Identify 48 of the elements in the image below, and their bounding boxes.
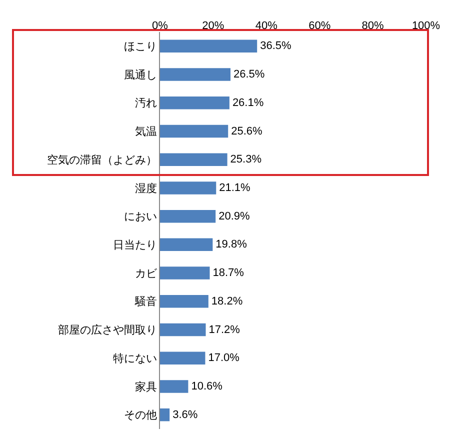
- bar: [160, 295, 208, 308]
- bar: [160, 96, 230, 110]
- y-tick-label: カビ: [134, 266, 158, 280]
- y-tick-label: ほこり: [124, 40, 157, 54]
- bar: [160, 153, 228, 166]
- bar: [160, 408, 170, 422]
- y-tick-label: におい: [124, 210, 157, 224]
- data-label: 20.9%: [218, 210, 250, 222]
- y-tick-label: 風通し: [124, 68, 157, 82]
- bar: [160, 323, 206, 336]
- x-tick-label: 80%: [362, 20, 384, 32]
- data-label: 26.5%: [233, 68, 265, 81]
- data-label: 18.7%: [212, 267, 244, 280]
- x-tick-label: 20%: [202, 20, 224, 32]
- bar: [160, 266, 210, 280]
- data-label: 17.0%: [208, 352, 240, 364]
- x-tick-label: 40%: [255, 20, 278, 32]
- data-label: 36.5%: [260, 40, 292, 52]
- data-label: 19.8%: [216, 238, 248, 251]
- y-tick-label: 騒音: [134, 295, 157, 308]
- y-tick-label: 空気の滞留（よどみ）: [46, 153, 157, 166]
- y-tick-label: 汚れ: [134, 96, 157, 110]
- data-label: 26.1%: [232, 96, 264, 109]
- y-tick-label: 気温: [134, 125, 157, 138]
- bar: [160, 352, 206, 364]
- data-label: 3.6%: [172, 408, 198, 421]
- y-tick-label: その他: [124, 408, 157, 422]
- bar: [160, 182, 216, 194]
- bar: [160, 380, 188, 393]
- data-label: 25.6%: [231, 125, 263, 138]
- bar: [160, 40, 258, 53]
- x-tick-label: 60%: [308, 20, 331, 32]
- bar: [160, 238, 213, 252]
- data-label: 18.2%: [211, 295, 243, 308]
- data-label: 25.3%: [230, 154, 262, 166]
- bar: [160, 210, 216, 223]
- data-label: 10.6%: [191, 380, 223, 392]
- y-tick-label: 日当たり: [112, 238, 157, 252]
- x-tick-label: 100%: [412, 20, 440, 32]
- data-label: 17.2%: [208, 324, 240, 336]
- bar: [160, 124, 228, 138]
- y-tick-label: 特にない: [112, 352, 157, 365]
- data-label: 21.1%: [219, 182, 251, 194]
- y-tick-label: 家具: [134, 380, 157, 394]
- y-tick-label: 湿度: [134, 182, 157, 195]
- x-tick-label: 0%: [152, 20, 168, 32]
- bar: [160, 68, 230, 81]
- y-tick-label: 部屋の広さや間取り: [58, 324, 157, 337]
